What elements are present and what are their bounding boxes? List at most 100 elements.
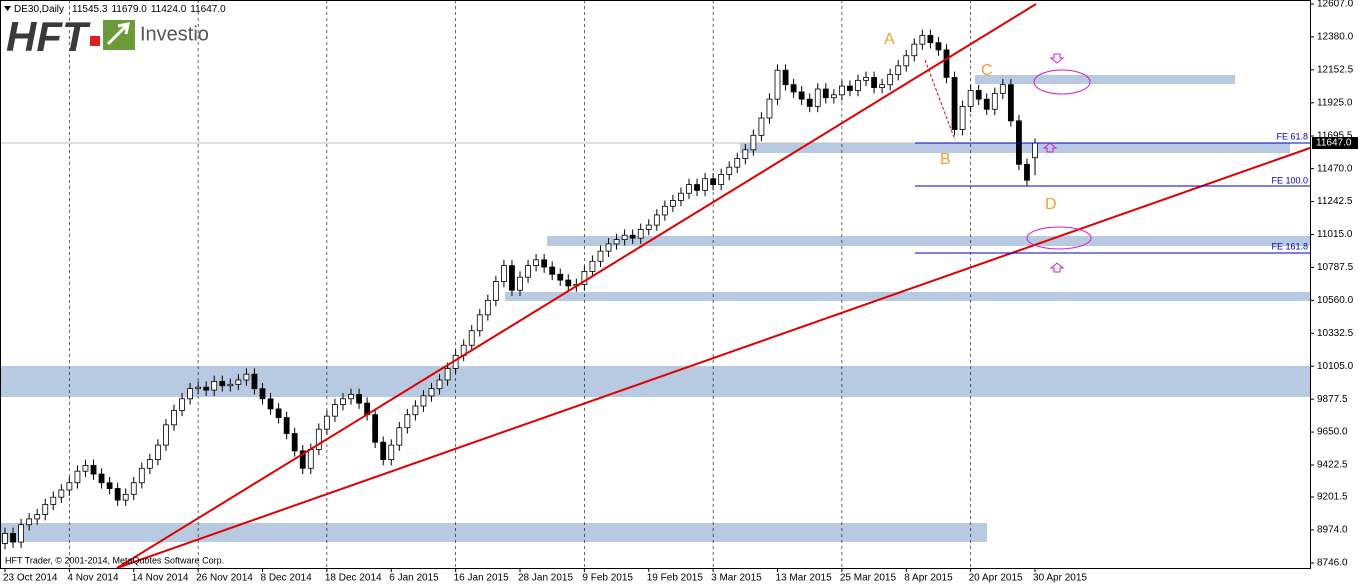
candle-body xyxy=(895,65,902,75)
candle-body xyxy=(235,379,242,385)
ab-leg xyxy=(924,59,956,141)
candle-body xyxy=(637,229,644,239)
candle-body xyxy=(492,281,499,301)
pattern-label: C xyxy=(981,62,993,79)
y-tick-label: 12607.0 xyxy=(1317,0,1354,10)
zone xyxy=(0,366,1310,397)
price-box xyxy=(1312,137,1358,150)
y-tick-label: 9201.5 xyxy=(1317,492,1348,503)
candle-body xyxy=(404,414,411,429)
candle-body xyxy=(710,178,717,185)
candle-body xyxy=(219,381,226,387)
x-tick-label: 8 Dec 2014 xyxy=(261,573,313,584)
candle-body xyxy=(114,488,121,501)
candle-body xyxy=(388,444,395,460)
x-tick-label: 19 Feb 2015 xyxy=(647,573,704,584)
y-tick-label: 10332.5 xyxy=(1317,328,1354,339)
candle-body xyxy=(74,470,81,484)
y-tick-label: 9877.5 xyxy=(1317,394,1348,405)
ellipse xyxy=(1033,69,1091,95)
candle-body xyxy=(243,373,250,381)
candle-body xyxy=(380,441,387,460)
x-tick-label: 23 Oct 2014 xyxy=(3,573,58,584)
zone xyxy=(0,523,987,542)
candle-body xyxy=(943,49,950,78)
candle-body xyxy=(227,383,234,387)
y-tick-label: 11015.0 xyxy=(1317,229,1353,240)
zone xyxy=(547,236,1310,246)
y-tick-label: 8974.0 xyxy=(1317,525,1348,536)
candle-body xyxy=(122,493,129,501)
candle-body xyxy=(1007,84,1014,122)
candle-body xyxy=(82,464,89,472)
candle-body xyxy=(42,504,49,515)
logo-name: Investio xyxy=(140,23,209,45)
candle-body xyxy=(315,428,322,450)
candle-body xyxy=(436,379,443,390)
candle-body xyxy=(171,409,177,426)
candle-body xyxy=(187,388,193,400)
axes: 12607.0 12380.0 12152.5 11925.0 11695.5 11470… xyxy=(3,0,1358,584)
candle-body xyxy=(597,250,604,262)
pattern-label: D xyxy=(1045,196,1057,213)
candle-body xyxy=(291,433,298,452)
x-tick-label: 14 Nov 2014 xyxy=(132,573,189,584)
candle-body xyxy=(605,243,612,252)
candle-body xyxy=(58,489,65,498)
y-tick-label: 10560.0 xyxy=(1317,295,1354,306)
candle-body xyxy=(758,117,765,136)
x-tick-label: 26 Nov 2014 xyxy=(196,573,253,584)
candle-body xyxy=(18,524,24,543)
candle-body xyxy=(975,90,982,100)
candle-body xyxy=(999,84,1006,94)
candle-body xyxy=(323,415,330,430)
candle-body xyxy=(774,69,781,100)
logo-dot xyxy=(90,36,100,46)
candle-body xyxy=(565,279,572,287)
candle-body xyxy=(34,514,41,520)
candle-body xyxy=(645,224,652,230)
candle-body xyxy=(420,395,427,407)
candle-body xyxy=(694,184,700,191)
zone xyxy=(740,143,1290,153)
fib-label: FE 61.8 xyxy=(1276,131,1308,141)
candle-body xyxy=(1024,163,1030,181)
candle-body xyxy=(879,84,886,88)
arrow-up xyxy=(1049,262,1065,273)
candle-body xyxy=(163,424,169,446)
candle-body xyxy=(863,77,869,81)
menu-triangle[interactable] xyxy=(4,6,11,11)
candle-body xyxy=(138,467,145,484)
candle-body xyxy=(549,266,556,275)
y-tick-label: 9422.5 xyxy=(1317,460,1348,471)
candle-body xyxy=(299,450,306,469)
grid xyxy=(0,0,1310,568)
candle-body xyxy=(847,85,853,91)
price-label: 11647.0 xyxy=(1316,138,1352,149)
trendline xyxy=(116,147,1311,569)
y-tick-label: 12152.5 xyxy=(1317,64,1354,75)
candle-body xyxy=(702,178,708,191)
candle-body xyxy=(903,55,910,67)
y-tick-label: 8746.0 xyxy=(1317,558,1348,569)
drawings xyxy=(116,3,1311,569)
candle-body xyxy=(525,265,531,278)
candle-body xyxy=(661,205,668,216)
logo-brand: HFT xyxy=(6,13,91,60)
y-tick-label: 11470.0 xyxy=(1317,163,1353,174)
candle-body xyxy=(501,265,507,282)
candle-body xyxy=(919,35,926,45)
x-tick-label: 25 Mar 2015 xyxy=(840,573,897,584)
x-tick-label: 16 Jan 2015 xyxy=(454,573,509,584)
symbol: DE30,Daily xyxy=(14,4,64,15)
candle-body xyxy=(50,496,57,505)
open: 11545.3 xyxy=(72,4,108,15)
candle-body xyxy=(742,149,749,159)
candle-body xyxy=(179,398,185,411)
arrow-down xyxy=(1049,53,1065,64)
candle-body xyxy=(66,482,73,491)
fib-labels: FE 61.8 FE 100.0 FE 161.8 xyxy=(1271,131,1308,251)
high: 11679.0 xyxy=(111,4,147,15)
